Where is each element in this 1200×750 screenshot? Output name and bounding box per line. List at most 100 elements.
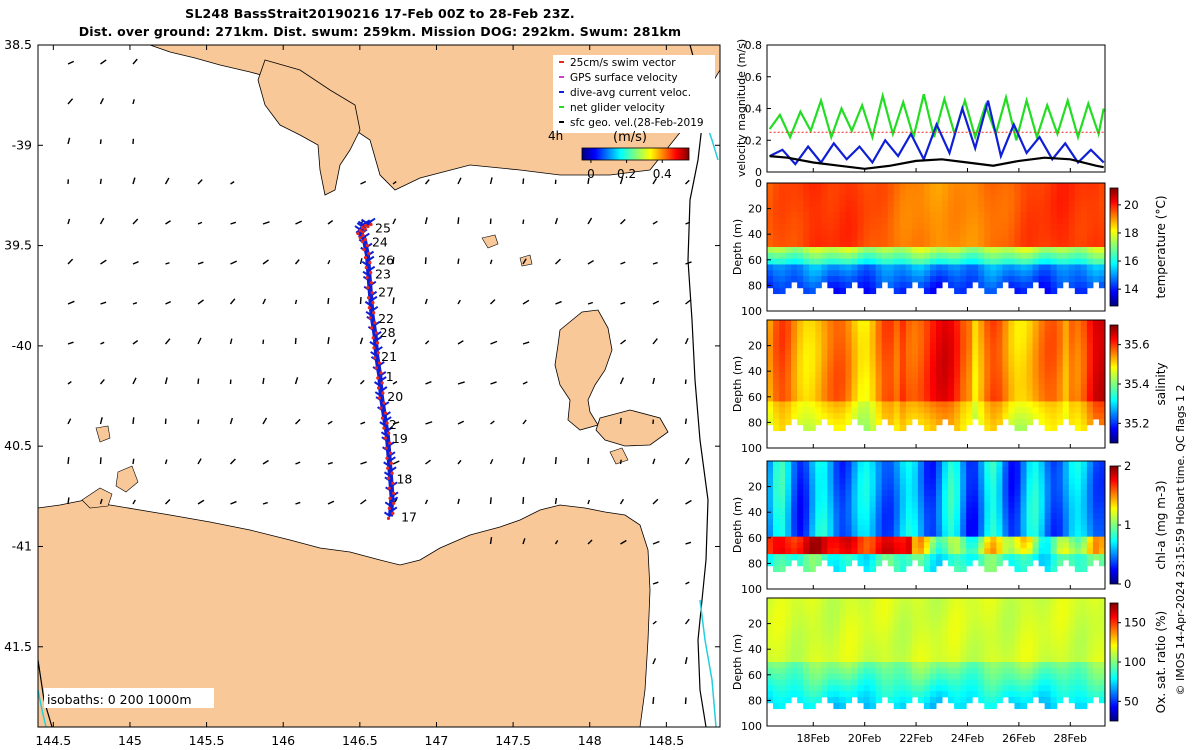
salinity-cell xyxy=(972,331,979,338)
chlorophyll-cell xyxy=(1080,542,1088,549)
sfc-velocity-arrow xyxy=(620,539,627,545)
oxygen-cell xyxy=(767,603,774,611)
oxygen-cell xyxy=(869,632,877,640)
temperature-cell xyxy=(791,252,798,260)
temperature-cell xyxy=(917,223,925,231)
map-ytick-label: -40 xyxy=(12,338,32,353)
temperature-cell xyxy=(978,188,985,196)
salinity-cell xyxy=(942,320,949,327)
chlorophyll-cell xyxy=(845,490,852,497)
salinity-cell xyxy=(948,320,955,327)
chlorophyll-cell xyxy=(911,548,919,555)
oxygen-cell xyxy=(821,638,828,646)
oxygen-cell xyxy=(911,638,919,646)
chlorophyll-cell xyxy=(1038,501,1046,509)
temperature-cell xyxy=(869,252,877,260)
temperature-cell xyxy=(845,235,852,242)
figure-subtitle: Dist. over ground: 271km. Dist. swum: 25… xyxy=(78,24,682,39)
chlorophyll-cell xyxy=(923,507,931,514)
chlorophyll-cell xyxy=(1056,461,1064,468)
salinity-cell xyxy=(990,366,997,373)
sfc-velocity-arrow xyxy=(132,177,136,185)
salinity-cell xyxy=(797,413,804,420)
oxygen-cell xyxy=(1062,679,1070,686)
salinity-cell xyxy=(966,418,973,426)
oxygen-cell xyxy=(942,650,949,657)
salinity-cell xyxy=(893,384,901,391)
salinity-cell xyxy=(791,331,798,338)
chlorophyll-cell xyxy=(815,519,822,526)
chlorophyll-cell xyxy=(815,484,822,491)
temperature-cell xyxy=(827,212,834,219)
chlorophyll-cell xyxy=(984,466,991,474)
chlorophyll-cell xyxy=(797,478,804,485)
swim-vector-marker xyxy=(387,431,391,435)
temperature-cell xyxy=(1002,200,1009,207)
temperature-cell xyxy=(923,229,931,236)
salinity-cell xyxy=(1050,331,1058,338)
oxygen-cell xyxy=(827,662,834,669)
sfc-velocity-arrow xyxy=(425,380,432,385)
chlorophyll-cell xyxy=(815,507,822,514)
oxygen-cell xyxy=(1014,685,1021,692)
swim-vector-marker xyxy=(369,222,373,227)
temperature-cell xyxy=(785,212,792,219)
temperature-cell xyxy=(785,264,792,271)
temperature-cell xyxy=(1086,276,1094,283)
salinity-cell xyxy=(936,337,943,344)
chlorophyll-cell xyxy=(1020,507,1028,514)
temperature-cell xyxy=(966,212,973,219)
temperature-cell xyxy=(923,212,931,219)
salinity-cell xyxy=(1026,389,1034,397)
salinity-cell xyxy=(923,424,931,432)
salinity-cell xyxy=(893,343,901,350)
oxygen-cell xyxy=(936,685,943,692)
temperature-cell xyxy=(803,252,810,260)
salinity-cell xyxy=(966,384,973,391)
oxygen-cell xyxy=(966,603,973,611)
map-ytick-label: 38.5 xyxy=(4,37,32,52)
legend-label-dive-avg: dive-avg current veloc. xyxy=(570,87,691,99)
oxygen-cell xyxy=(1092,644,1100,651)
temperature-cell xyxy=(821,188,828,196)
salinity-cell xyxy=(1020,413,1028,420)
oxygen-cell xyxy=(857,621,865,628)
temperature-cell xyxy=(948,194,955,201)
chlorophyll-cell xyxy=(779,530,786,538)
chlorophyll-colorbar-label: chl-a (mg m-3) xyxy=(1154,480,1168,569)
temperature-cell xyxy=(954,258,961,265)
sfc-velocity-arrow xyxy=(229,298,236,305)
salinity-cell xyxy=(1092,389,1100,397)
swim-vector-marker xyxy=(363,256,368,260)
sfc-velocity-arrow xyxy=(230,181,235,185)
oxygen-cell xyxy=(990,696,997,704)
salinity-cell xyxy=(821,389,828,397)
chlorophyll-cell xyxy=(1038,507,1046,514)
temperature-cell xyxy=(797,200,804,207)
chlorophyll-cell xyxy=(1050,559,1058,567)
chlorophyll-cell xyxy=(893,554,901,561)
chlorophyll-cell xyxy=(881,525,889,532)
oxygen-cell xyxy=(899,696,907,704)
salinity-cell xyxy=(1038,407,1046,414)
chlorophyll-cell xyxy=(869,554,877,561)
salinity-cell xyxy=(797,349,804,356)
oxygen-cell xyxy=(899,650,907,657)
oxygen-cell xyxy=(1086,621,1094,628)
temperature-cell xyxy=(1086,200,1094,207)
chlorophyll-cell xyxy=(984,519,991,526)
sfc-velocity-arrow xyxy=(587,301,594,305)
chlorophyll-cell xyxy=(929,559,937,567)
temperature-cell xyxy=(1050,270,1058,277)
salinity-cell xyxy=(917,354,925,362)
temperature-cell xyxy=(984,183,991,190)
temperature-cell xyxy=(1062,223,1070,231)
oxygen-cell xyxy=(821,650,828,657)
temperature-cell xyxy=(1008,281,1015,289)
chlorophyll-cell xyxy=(960,525,967,532)
temperature-cell xyxy=(1056,223,1064,231)
oxygen-cell xyxy=(1008,656,1015,663)
salinity-cell xyxy=(1026,325,1034,333)
chlorophyll-cell xyxy=(996,525,1003,532)
chlorophyll-cell xyxy=(887,530,895,538)
